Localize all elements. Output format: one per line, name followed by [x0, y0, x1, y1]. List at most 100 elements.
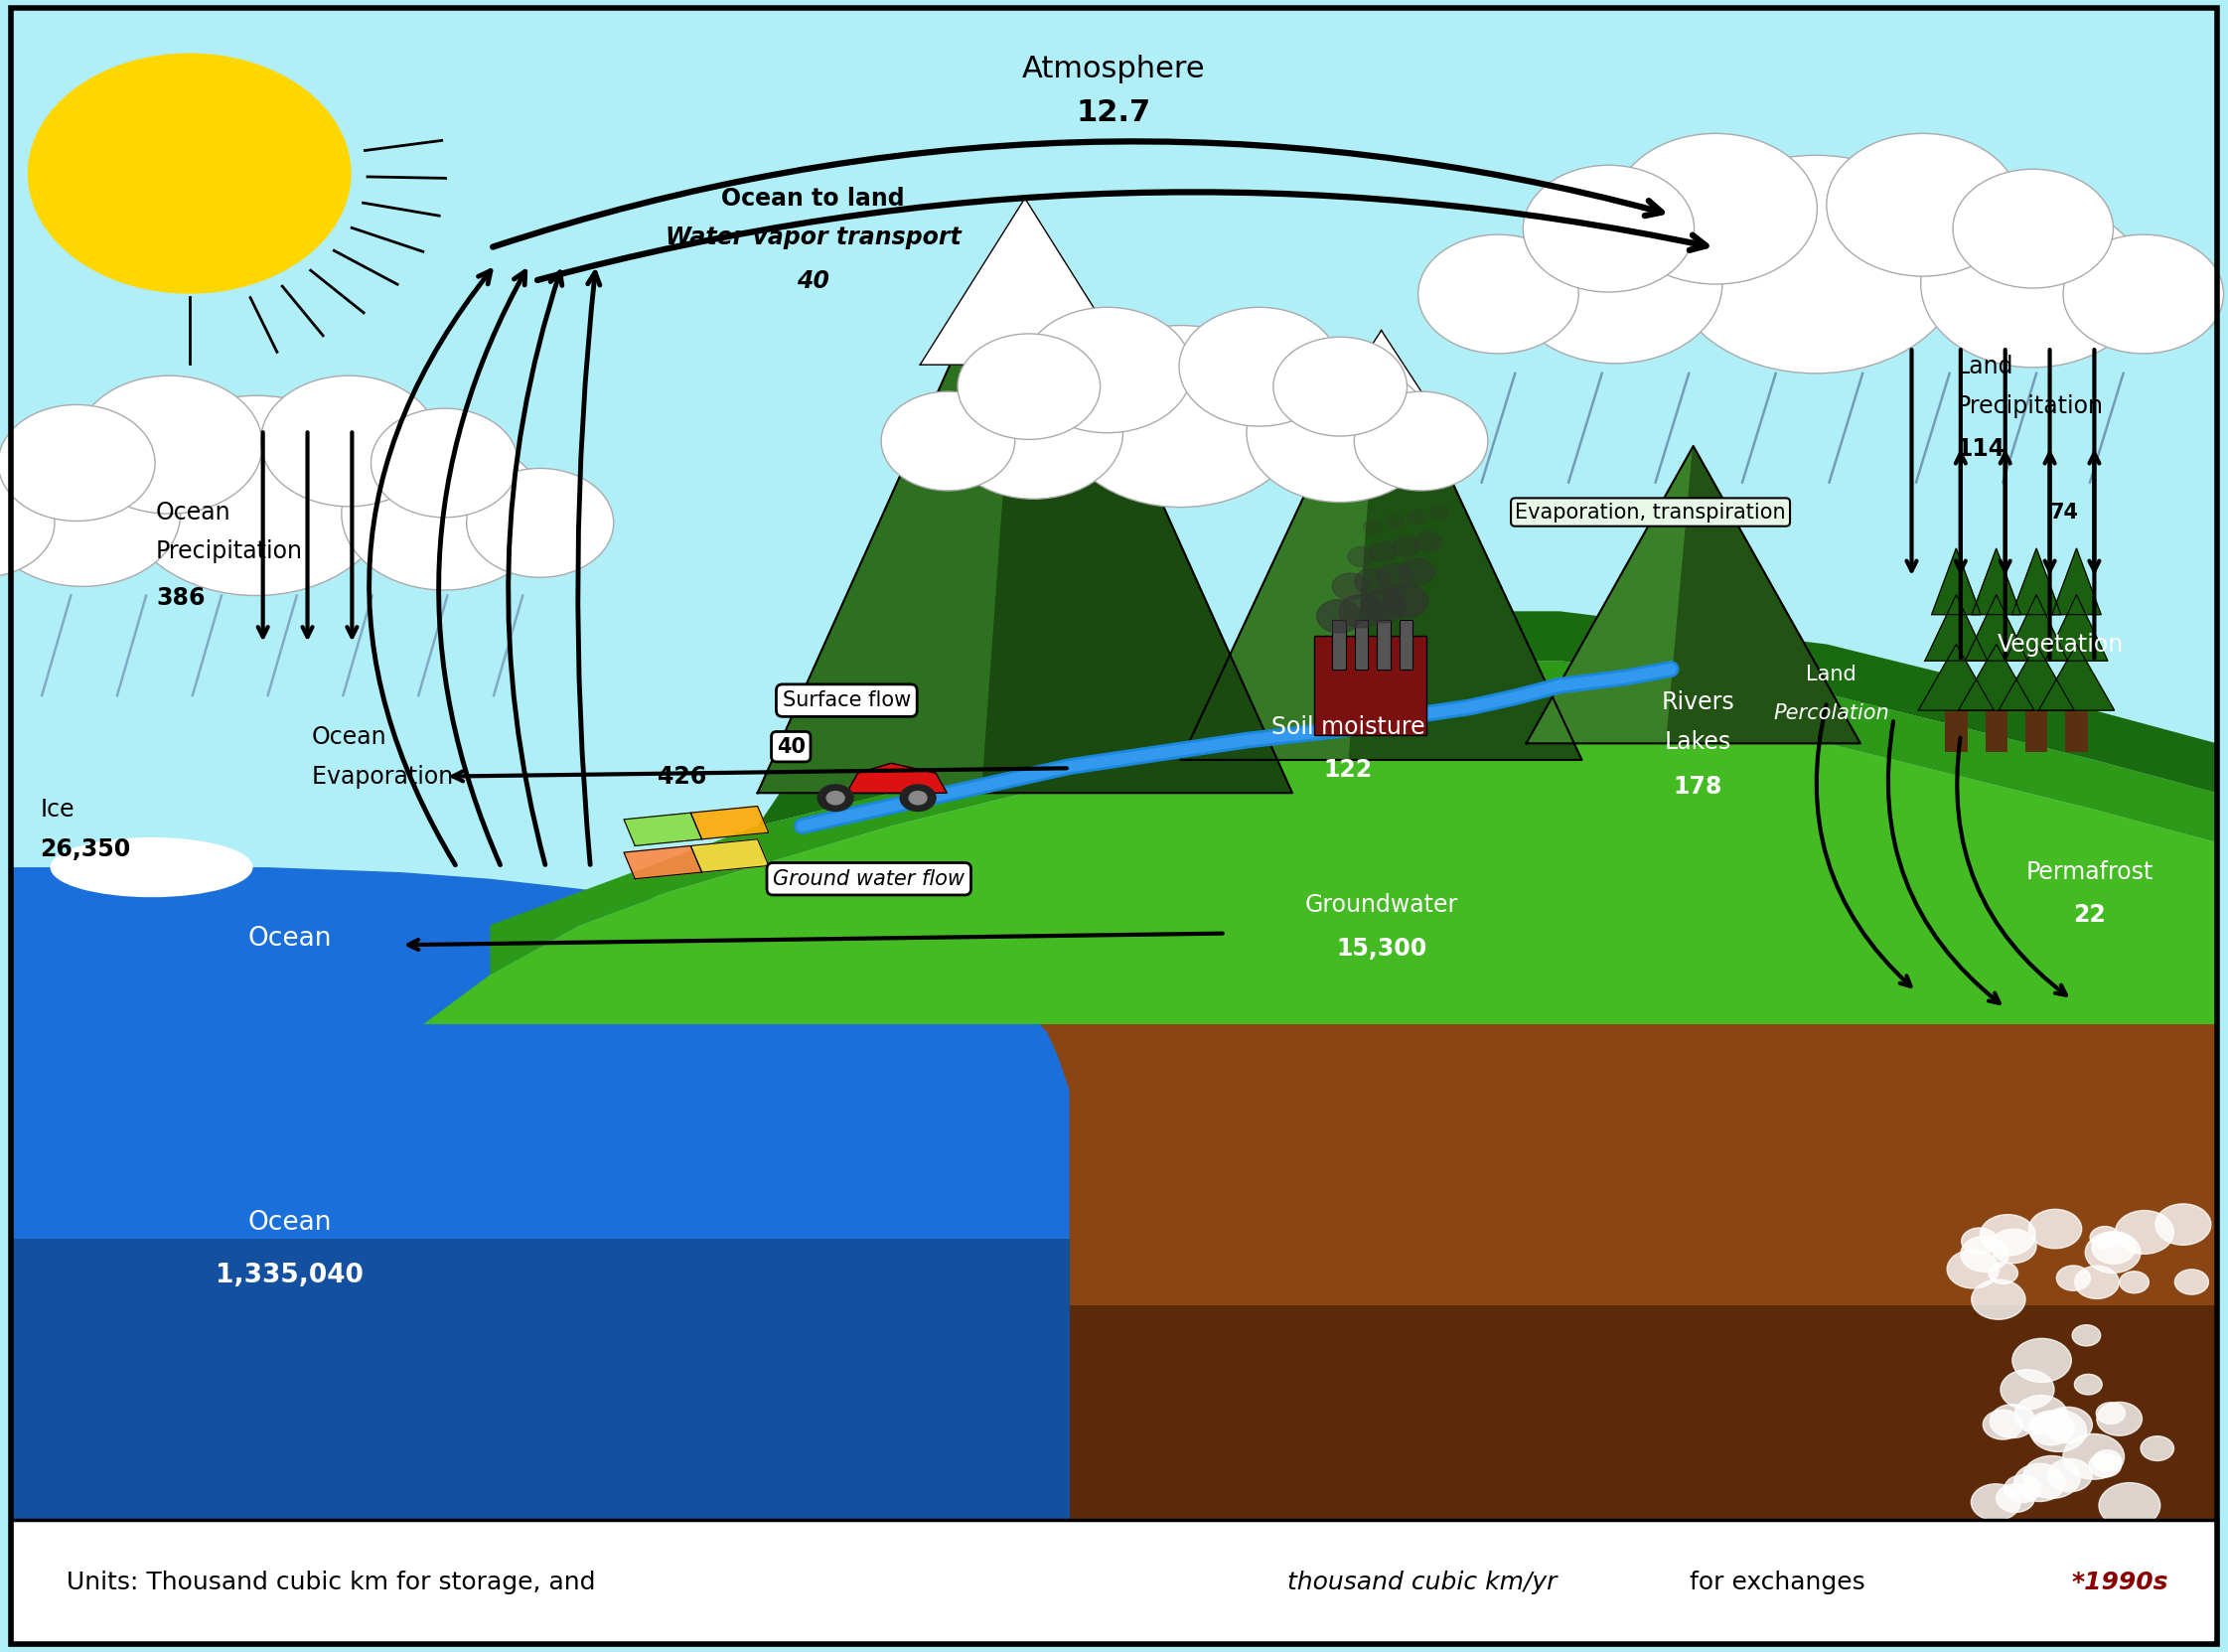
Polygon shape	[624, 846, 702, 879]
Circle shape	[1415, 532, 1442, 552]
Circle shape	[1981, 1214, 2036, 1256]
Circle shape	[1384, 585, 1428, 618]
Bar	[1985, 702, 2007, 752]
Circle shape	[1332, 573, 1368, 600]
Text: Soil moisture: Soil moisture	[1272, 715, 1424, 738]
Text: thousand cubic km/yr: thousand cubic km/yr	[1288, 1571, 1557, 1594]
Circle shape	[1058, 325, 1303, 507]
Circle shape	[1508, 205, 1722, 363]
Circle shape	[1248, 363, 1435, 502]
Polygon shape	[2012, 548, 2061, 615]
Text: 40: 40	[798, 269, 829, 292]
Text: 122: 122	[1323, 758, 1372, 781]
Text: Ocean to land: Ocean to land	[722, 187, 905, 210]
Text: Rivers: Rivers	[1662, 691, 1733, 714]
Polygon shape	[11, 1305, 2217, 1520]
Ellipse shape	[51, 838, 252, 895]
Text: 22: 22	[2074, 904, 2105, 927]
Circle shape	[2074, 1265, 2119, 1298]
Text: 114: 114	[1956, 438, 2005, 461]
Circle shape	[1348, 547, 1375, 567]
Text: *1990s: *1990s	[2072, 1571, 2168, 1594]
Polygon shape	[758, 611, 2217, 826]
Polygon shape	[2005, 595, 2068, 661]
Polygon shape	[813, 763, 947, 793]
Circle shape	[2012, 1338, 2072, 1383]
Text: Percolation: Percolation	[1773, 704, 1889, 724]
Circle shape	[0, 469, 53, 577]
Circle shape	[0, 405, 156, 520]
Polygon shape	[1303, 330, 1459, 451]
Text: 386: 386	[156, 586, 205, 610]
Circle shape	[1952, 169, 2112, 287]
Bar	[2025, 702, 2048, 752]
Circle shape	[2119, 1272, 2148, 1294]
Polygon shape	[920, 198, 1130, 365]
Circle shape	[1983, 1409, 2023, 1439]
Polygon shape	[1965, 595, 2027, 661]
Polygon shape	[1999, 644, 2074, 710]
Circle shape	[2063, 235, 2224, 354]
Polygon shape	[758, 198, 1025, 793]
Text: Ground water flow: Ground water flow	[773, 869, 965, 889]
Circle shape	[880, 392, 1014, 491]
Text: Land: Land	[1807, 664, 1856, 684]
Circle shape	[1961, 1227, 1999, 1254]
Text: Ocean: Ocean	[156, 501, 232, 524]
Text: Ice: Ice	[40, 798, 74, 821]
Text: Vegetation: Vegetation	[1999, 633, 2123, 656]
Circle shape	[2175, 1269, 2208, 1295]
Circle shape	[1827, 134, 2019, 276]
Circle shape	[1990, 1404, 2036, 1437]
Polygon shape	[1918, 644, 1994, 710]
Circle shape	[1921, 202, 2146, 367]
Circle shape	[958, 334, 1101, 439]
Circle shape	[1613, 134, 1818, 284]
Circle shape	[2072, 1325, 2101, 1346]
Circle shape	[2005, 1475, 2041, 1502]
Circle shape	[1947, 1251, 1999, 1289]
Text: for exchanges: for exchanges	[1682, 1571, 1865, 1594]
Circle shape	[827, 791, 844, 805]
Text: 12.7: 12.7	[1076, 97, 1152, 127]
Circle shape	[1524, 165, 1693, 292]
Text: 74: 74	[2050, 502, 2079, 522]
Text: Precipitation: Precipitation	[156, 540, 303, 563]
Circle shape	[1339, 595, 1384, 628]
Circle shape	[2014, 1396, 2068, 1434]
Circle shape	[1392, 537, 1419, 557]
Circle shape	[1355, 568, 1390, 595]
Bar	[1315, 636, 1426, 735]
Text: Water vapor transport: Water vapor transport	[666, 226, 960, 249]
Circle shape	[2063, 1434, 2123, 1479]
Circle shape	[2001, 1370, 2054, 1409]
Circle shape	[945, 367, 1123, 499]
Text: Surface flow: Surface flow	[782, 691, 911, 710]
Polygon shape	[691, 839, 769, 872]
Circle shape	[370, 408, 517, 517]
Circle shape	[261, 375, 437, 507]
Bar	[1355, 620, 1368, 669]
Polygon shape	[1667, 446, 1860, 743]
Polygon shape	[1958, 644, 2034, 710]
Bar	[1945, 702, 1967, 752]
Bar	[1377, 620, 1390, 669]
Circle shape	[29, 55, 350, 292]
Circle shape	[1370, 542, 1397, 562]
Circle shape	[466, 469, 613, 577]
Circle shape	[1430, 506, 1448, 519]
Circle shape	[2099, 1483, 2161, 1528]
Text: 26,350: 26,350	[40, 838, 131, 861]
Polygon shape	[490, 661, 2217, 975]
Circle shape	[1023, 307, 1192, 433]
Text: 40: 40	[778, 737, 804, 757]
Polygon shape	[2045, 595, 2108, 661]
Polygon shape	[11, 1239, 1069, 1520]
Text: Permafrost: Permafrost	[2025, 861, 2154, 884]
Circle shape	[2043, 1408, 2092, 1442]
Circle shape	[2092, 1232, 2137, 1264]
Circle shape	[2141, 1436, 2175, 1460]
Circle shape	[2097, 1403, 2126, 1424]
Polygon shape	[2052, 548, 2101, 615]
Circle shape	[2092, 1450, 2121, 1472]
